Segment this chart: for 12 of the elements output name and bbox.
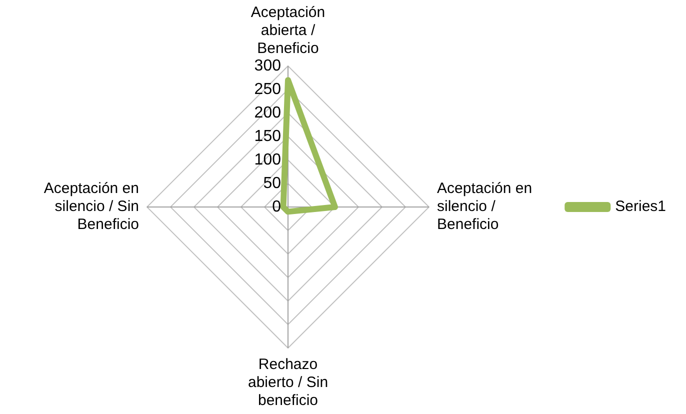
spoke-label: Aceptación en silencio / Sin Beneficio xyxy=(44,180,139,234)
y-tick-label: 250 xyxy=(254,80,282,98)
y-tick-label: 0 xyxy=(272,198,282,216)
y-tick-label: 100 xyxy=(254,151,282,168)
spoke-label: Rechazo abierto / Sin beneficio xyxy=(248,356,328,410)
y-tick-label: 50 xyxy=(263,174,282,192)
spoke-label: Aceptación en silencio / Beneficio xyxy=(437,180,532,234)
y-tick-label: 200 xyxy=(254,104,282,122)
spoke-label: Aceptación abierta / Beneficio xyxy=(250,4,326,58)
y-tick-label: 300 xyxy=(254,57,282,74)
legend-label: Series1 xyxy=(615,198,666,216)
y-tick-label: 150 xyxy=(254,128,282,145)
